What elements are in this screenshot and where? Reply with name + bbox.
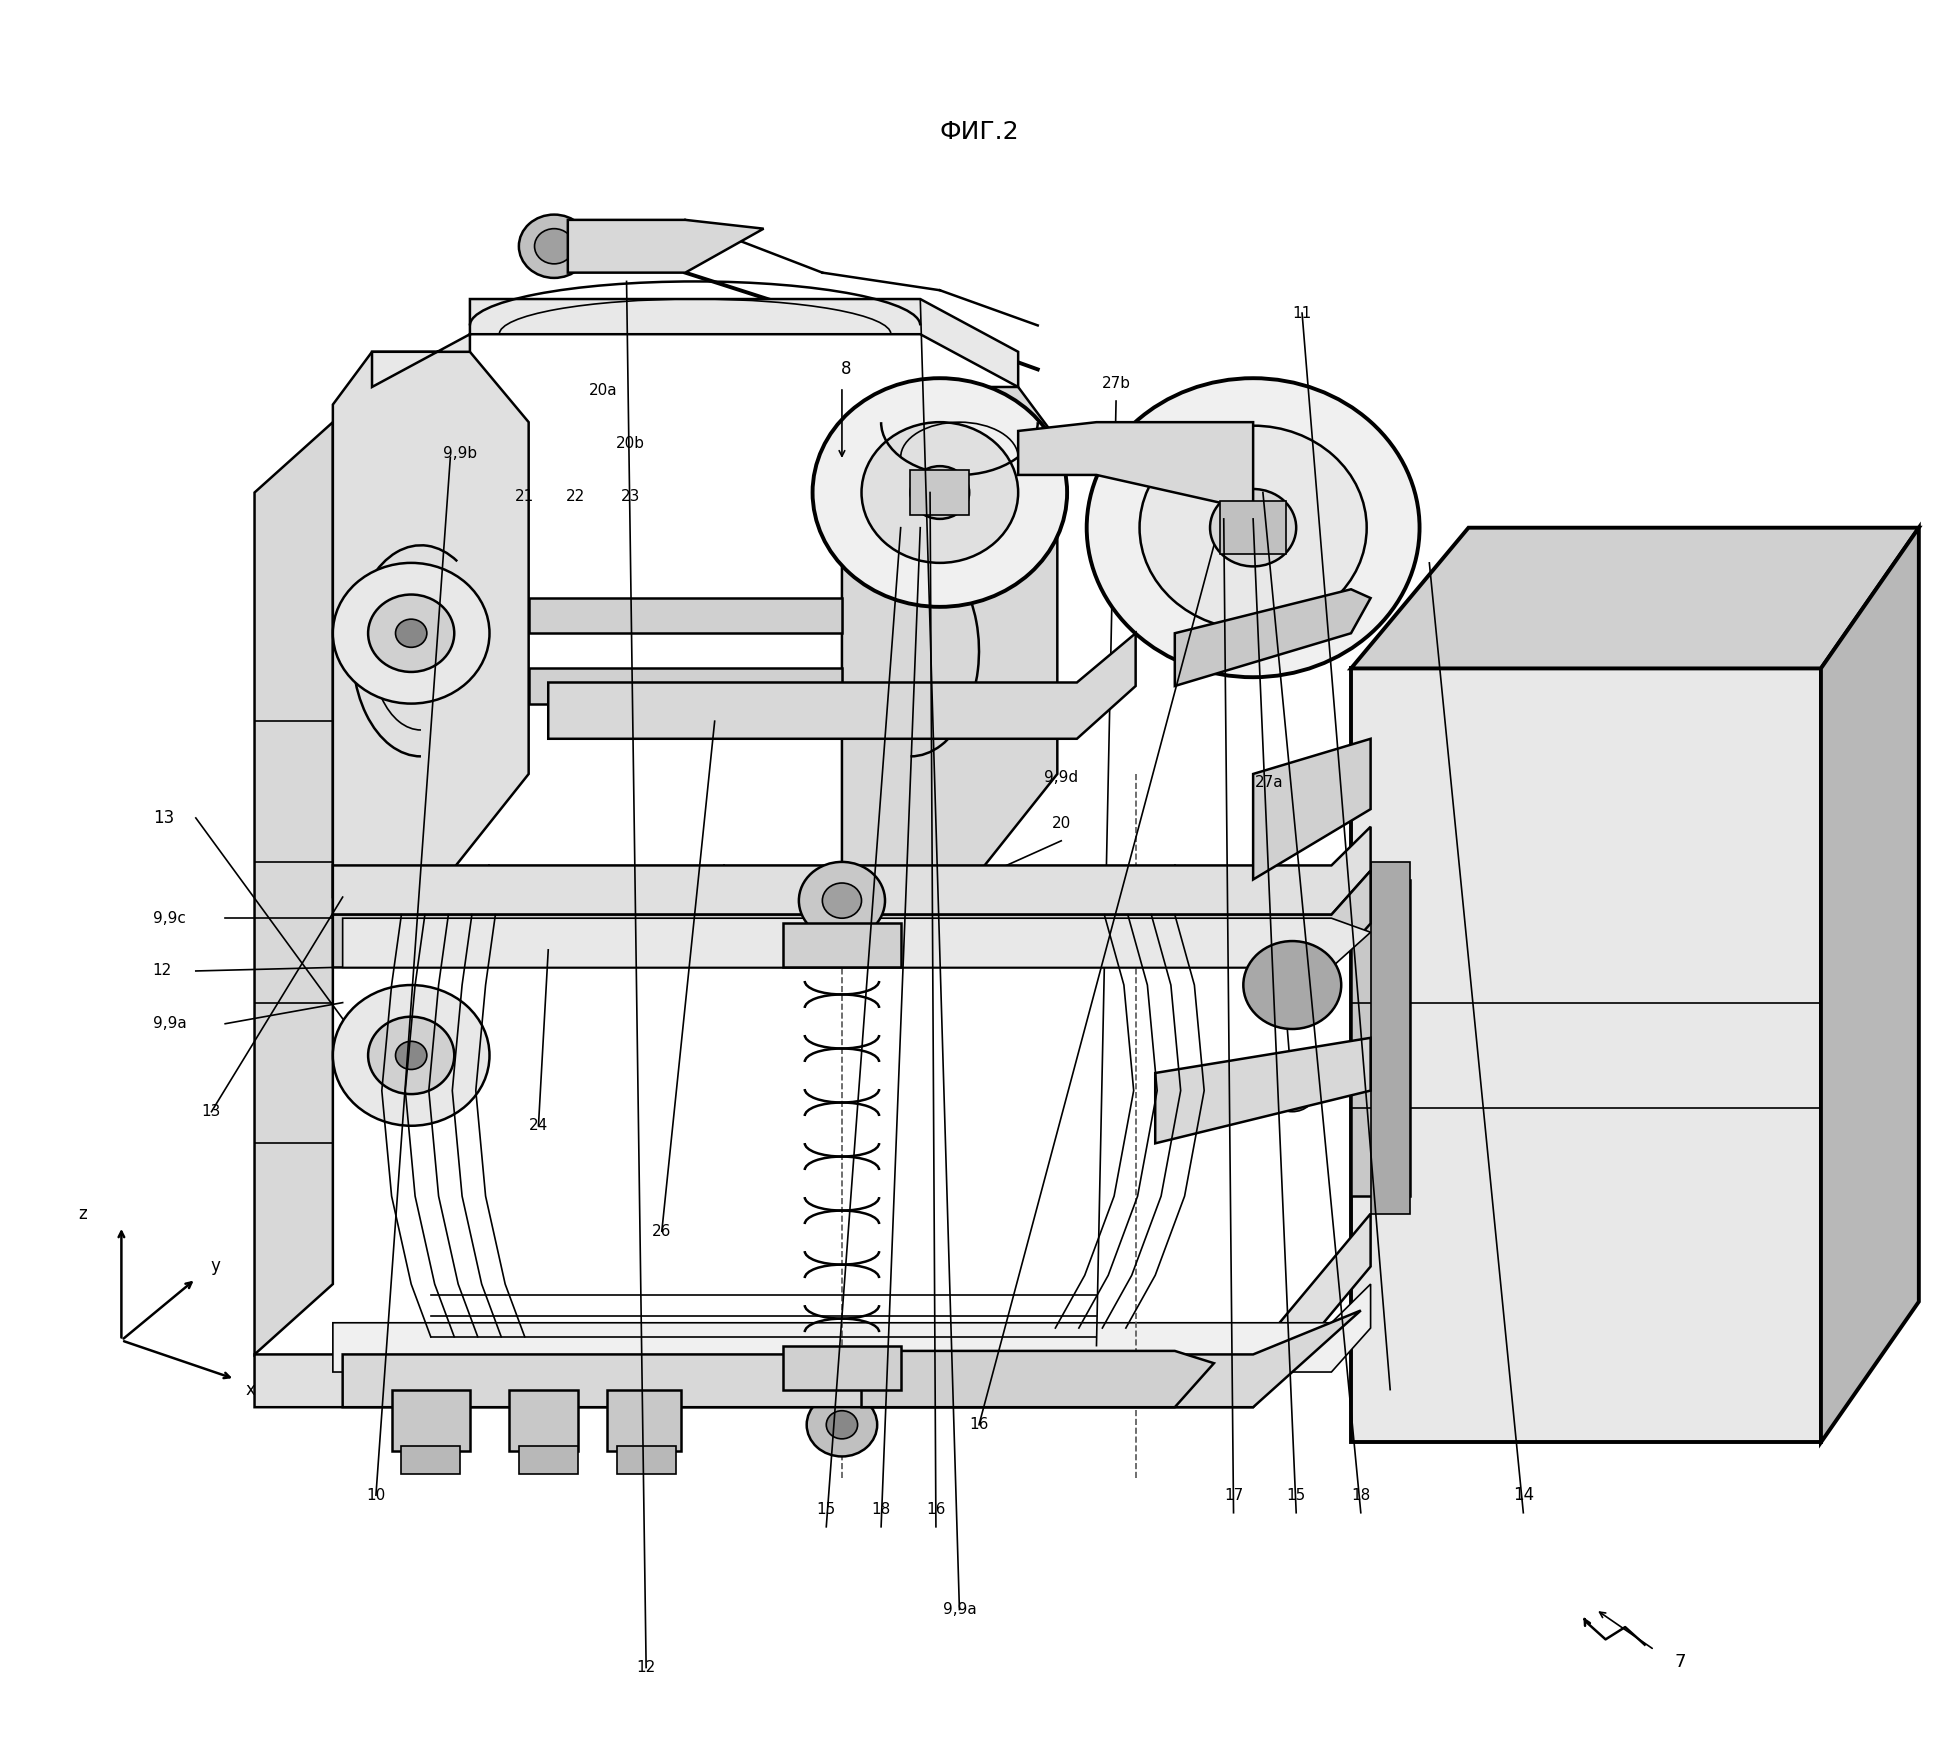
Text: 10: 10 (366, 1488, 386, 1502)
Text: 18: 18 (871, 1502, 890, 1516)
Text: 15: 15 (1286, 1488, 1305, 1502)
Circle shape (1086, 378, 1419, 677)
Text: 9,9a: 9,9a (153, 1017, 186, 1031)
Polygon shape (1174, 589, 1370, 686)
Text: 21: 21 (515, 489, 534, 503)
Text: 9,9c: 9,9c (153, 911, 186, 925)
Polygon shape (1370, 862, 1409, 1214)
Polygon shape (528, 668, 842, 704)
Text: 20a: 20a (589, 383, 616, 398)
Text: ФИГ.2: ФИГ.2 (939, 120, 1018, 144)
Circle shape (798, 862, 885, 939)
Polygon shape (842, 387, 1057, 897)
Circle shape (1243, 941, 1341, 1029)
Text: 16: 16 (969, 1418, 988, 1432)
Polygon shape (333, 1284, 1370, 1372)
Circle shape (1268, 1069, 1315, 1112)
Polygon shape (548, 633, 1135, 739)
Polygon shape (509, 1390, 577, 1451)
Circle shape (333, 985, 489, 1126)
Polygon shape (254, 422, 333, 1354)
Text: 27a: 27a (1254, 776, 1282, 790)
Circle shape (910, 466, 969, 519)
Text: 15: 15 (816, 1502, 836, 1516)
Circle shape (1139, 426, 1366, 630)
Polygon shape (342, 918, 1370, 967)
Text: 13: 13 (153, 809, 174, 827)
Text: 24: 24 (528, 1119, 548, 1133)
Circle shape (1209, 489, 1296, 566)
Polygon shape (342, 1310, 1360, 1407)
Text: 12: 12 (636, 1660, 656, 1675)
Polygon shape (1252, 739, 1370, 880)
Text: 8: 8 (840, 361, 851, 378)
Text: z: z (78, 1205, 86, 1223)
Text: 27b: 27b (1102, 376, 1129, 390)
Text: 20b: 20b (616, 436, 644, 450)
Text: 18: 18 (1350, 1488, 1370, 1502)
Polygon shape (1350, 880, 1409, 1196)
Text: 22: 22 (566, 489, 585, 503)
Circle shape (812, 378, 1067, 607)
Text: x: x (245, 1381, 256, 1398)
Polygon shape (519, 1446, 577, 1474)
Circle shape (333, 563, 489, 704)
Polygon shape (401, 1446, 460, 1474)
Polygon shape (333, 827, 1370, 915)
Text: 9,9d: 9,9d (1043, 770, 1078, 785)
Polygon shape (254, 1214, 1370, 1407)
Polygon shape (372, 299, 1018, 387)
Text: 16: 16 (926, 1502, 945, 1516)
Polygon shape (1820, 528, 1918, 1442)
Circle shape (1237, 514, 1268, 542)
Polygon shape (861, 1351, 1213, 1407)
Polygon shape (783, 923, 900, 967)
Polygon shape (333, 871, 1370, 967)
Circle shape (534, 229, 573, 264)
Text: 23: 23 (620, 489, 640, 503)
Text: 20: 20 (1051, 816, 1070, 830)
Polygon shape (333, 352, 528, 897)
Polygon shape (391, 1390, 470, 1451)
Circle shape (806, 1393, 877, 1456)
Circle shape (519, 215, 589, 278)
Text: y: y (209, 1258, 221, 1275)
Polygon shape (1350, 528, 1918, 668)
Polygon shape (1350, 668, 1820, 1442)
Polygon shape (607, 1390, 681, 1451)
Text: 9,9a: 9,9a (941, 1602, 977, 1617)
Circle shape (826, 1411, 857, 1439)
Circle shape (368, 595, 454, 672)
Circle shape (822, 883, 861, 918)
Text: 11: 11 (1292, 306, 1311, 320)
Text: 12: 12 (153, 964, 172, 978)
Text: 26: 26 (652, 1224, 671, 1238)
Polygon shape (616, 1446, 675, 1474)
Polygon shape (1219, 501, 1286, 554)
Text: 7: 7 (1673, 1653, 1685, 1671)
Text: 14: 14 (1513, 1486, 1532, 1504)
Polygon shape (910, 470, 969, 515)
Circle shape (861, 422, 1018, 563)
Text: 17: 17 (1223, 1488, 1243, 1502)
Circle shape (368, 1017, 454, 1094)
Circle shape (395, 1041, 427, 1069)
Polygon shape (568, 220, 763, 273)
Polygon shape (1018, 422, 1252, 510)
Circle shape (395, 619, 427, 647)
Polygon shape (528, 598, 842, 633)
Polygon shape (1155, 1038, 1370, 1143)
Text: 9,9b: 9,9b (442, 447, 478, 461)
Polygon shape (783, 1346, 900, 1390)
Text: 13: 13 (202, 1105, 221, 1119)
